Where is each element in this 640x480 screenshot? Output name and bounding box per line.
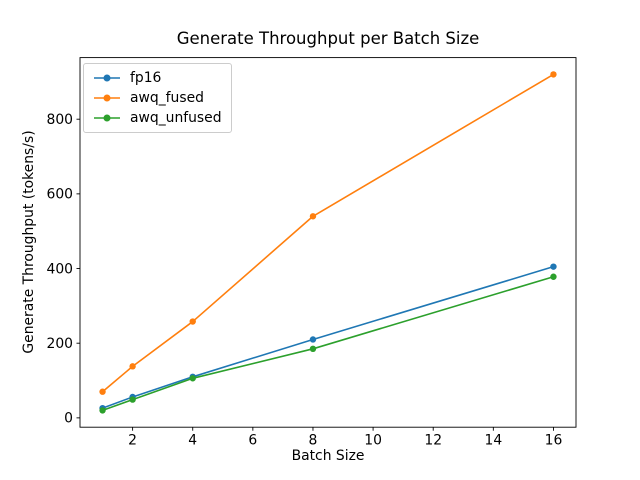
x-tick-label: 10 (364, 433, 382, 449)
y-tick-label: 800 (46, 112, 73, 128)
y-axis-label: Generate Throughput (tokens/s) (21, 130, 37, 354)
axes-frame (79, 57, 577, 428)
data-point-awq_fused-16 (550, 71, 557, 78)
chart-title: Generate Throughput per Batch Size (176, 29, 480, 48)
legend-line-marker-icon (94, 114, 120, 122)
y-tick-label: 400 (46, 261, 73, 277)
data-point-fp16-16 (550, 263, 557, 270)
data-point-awq_fused-4 (189, 318, 196, 325)
data-point-awq_fused-2 (129, 363, 136, 370)
y-tick-label: 0 (64, 411, 73, 427)
series-line-awq_unfused (102, 275, 554, 412)
x-tick-label: 14 (484, 433, 502, 449)
x-tick-label: 16 (545, 433, 563, 449)
data-point-awq_fused-8 (309, 213, 317, 220)
data-point-awq_unfused-16 (550, 273, 557, 280)
x-axis-label: Batch Size (291, 448, 365, 464)
legend-label: awq_unfused (130, 110, 222, 126)
x-tick-label: 6 (248, 433, 257, 449)
data-point-awq_unfused-8 (309, 345, 317, 352)
legend-line-marker-icon (94, 94, 120, 102)
y-tick-label: 200 (46, 336, 73, 352)
legend-item-fp16: fp16 (93, 68, 222, 88)
legend-item-awq_unfused: awq_unfused (93, 108, 222, 128)
y-tick-label: 600 (46, 187, 73, 203)
x-tick-label: 8 (309, 433, 318, 449)
data-point-awq_fused-1 (99, 388, 106, 395)
data-point-awq_unfused-1 (99, 407, 106, 414)
data-point-fp16-8 (309, 336, 317, 343)
legend-label: awq_fused (130, 90, 204, 106)
data-point-awq_unfused-4 (189, 375, 196, 382)
legend-label: fp16 (130, 70, 162, 86)
data-point-awq_unfused-2 (129, 396, 136, 403)
legend-item-awq_fused: awq_fused (93, 88, 222, 108)
x-tick-label: 2 (128, 433, 137, 449)
legend-line-marker-icon (94, 74, 120, 82)
legend: fp16 awq_fused awq_unfused (83, 63, 232, 133)
x-tick-label: 4 (188, 433, 197, 449)
x-tick-label: 12 (424, 433, 442, 449)
